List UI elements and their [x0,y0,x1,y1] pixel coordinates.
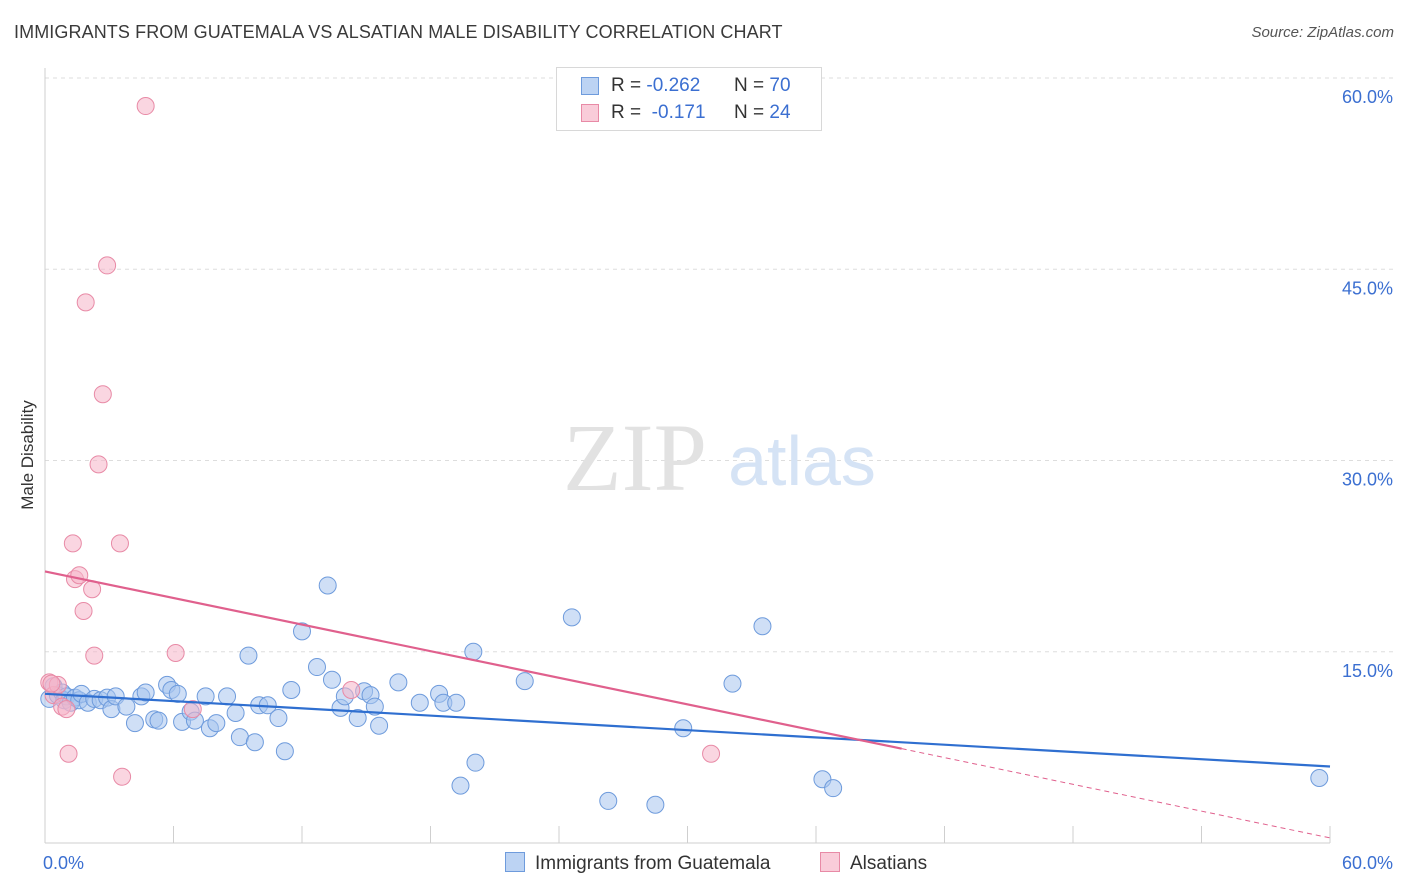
data-point-guatemala [599,791,618,810]
axes [44,68,1331,844]
bottom-legend-alsatians: Alsatians [820,852,927,875]
x-tick-label: 60.0% [1342,853,1393,873]
data-point-guatemala [117,697,136,716]
data-point-guatemala [322,670,341,689]
data-point-guatemala [370,716,389,735]
data-point-alsatians [342,681,361,699]
data-point-alsatians [85,646,104,665]
bottom-legend-guatemala: Immigrants from Guatemala [505,852,770,875]
data-point-alsatians [89,455,108,474]
data-point-guatemala [196,687,215,706]
data-point-guatemala [282,681,301,699]
data-point-alsatians [113,767,132,786]
data-point-alsatians [74,601,93,620]
data-point-guatemala [245,733,264,752]
legend-n-value-guatemala: 70 [769,75,791,96]
x-tick-label: 0.0% [43,853,84,873]
legend-r-label: R = [611,102,642,123]
trendline-alsatians [44,570,902,750]
data-point-alsatians [59,744,78,763]
y-tick-label: 30.0% [1342,470,1393,490]
data-point-alsatians [70,566,89,585]
y-tick-label: 15.0% [1342,661,1393,681]
legend-swatch-alsatians [581,104,599,122]
correlation-legend: R = -0.262 N = 70 R = -0.171 N = 24 [556,67,822,131]
data-point-alsatians [76,293,95,312]
data-point-guatemala [275,742,294,761]
data-point-guatemala [723,674,742,693]
data-point-guatemala [1310,768,1329,787]
data-point-guatemala [410,693,429,712]
legend-r-value-guatemala: -0.262 [646,75,701,96]
bottom-legend-label-guatemala: Immigrants from Guatemala [535,853,771,874]
data-point-guatemala [466,753,485,772]
bottom-legend-swatch-guatemala [505,852,525,872]
data-point-guatemala [646,795,665,814]
bottom-legend-label-alsatians: Alsatians [850,853,928,874]
data-point-guatemala [365,697,384,716]
legend-r-label: R = [611,75,642,96]
data-point-guatemala [674,719,693,738]
data-point-guatemala [562,608,581,627]
legend-swatch-guatemala [581,77,599,95]
data-point-guatemala [451,776,470,795]
y-axis-label: Male Disability [18,400,37,510]
data-point-alsatians [57,700,76,719]
legend-r-value-alsatians: -0.171 [651,102,706,123]
bottom-legend-swatch-alsatians [820,852,840,872]
data-point-guatemala [218,687,237,706]
data-point-guatemala [125,714,144,733]
data-point-alsatians [42,674,61,693]
data-point-guatemala [515,672,534,691]
data-point-guatemala [447,693,466,712]
trendline-guatemala [44,692,1331,768]
data-point-guatemala [239,646,258,665]
data-point-alsatians [183,700,202,719]
data-point-guatemala [318,576,337,595]
y-tick-label: 45.0% [1342,278,1393,298]
data-point-alsatians [93,385,112,404]
data-point-alsatians [702,744,721,763]
data-point-alsatians [98,256,117,275]
data-point-alsatians [166,644,185,663]
trend-lines [44,570,1331,839]
data-point-guatemala [293,622,311,641]
legend-n-label: N = [734,102,765,123]
chart-title: IMMIGRANTS FROM GUATEMALA VS ALSATIAN MA… [14,22,783,42]
legend-n-label: N = [734,75,765,96]
data-point-alsatians [110,534,129,553]
data-point-guatemala [168,684,187,703]
data-point-guatemala [307,658,326,677]
watermark-atlas: atlas [728,422,876,500]
watermark-zip: ZIP [563,404,707,511]
data-point-guatemala [753,617,772,636]
grid-lines [45,77,1395,653]
watermark: ZIP atlas [563,404,876,511]
data-point-guatemala [230,728,249,747]
data-point-guatemala [824,779,843,798]
data-point-guatemala [226,703,245,722]
data-point-alsatians [136,97,155,116]
data-point-guatemala [389,673,408,692]
data-point-guatemala [207,714,226,733]
y-tick-label: 60.0% [1342,87,1393,107]
data-point-alsatians [63,534,82,553]
data-point-guatemala [269,709,288,728]
tick-labels: 15.0% 30.0% 45.0% 60.0% 0.0% 60.0% [43,87,1393,873]
source-label: Source: ZipAtlas.com [1251,24,1394,41]
data-point-guatemala [348,709,367,728]
series-guatemala-points [40,576,1329,814]
legend-n-value-alsatians: 24 [769,102,791,123]
trendline-alsatians-extension [901,748,1331,839]
data-point-guatemala [149,711,168,730]
data-point-guatemala [136,683,155,702]
